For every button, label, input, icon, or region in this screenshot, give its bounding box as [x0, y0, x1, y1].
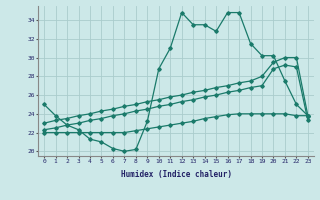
X-axis label: Humidex (Indice chaleur): Humidex (Indice chaleur)	[121, 170, 231, 179]
